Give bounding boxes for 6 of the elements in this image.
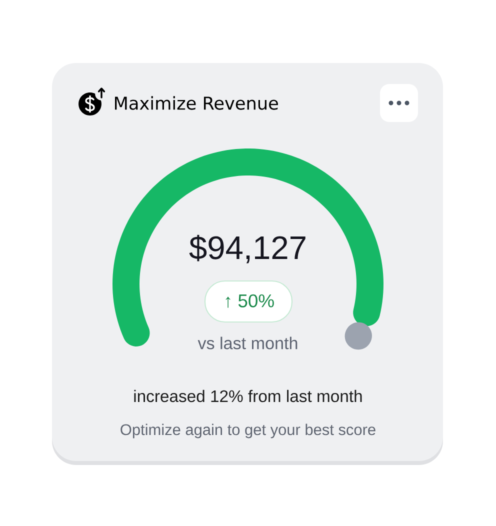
text: vs last month [198,336,298,350]
text: increased 12% from last month [134,390,362,402]
chart-title: Maximize Revenue [115,96,278,110]
text: ↑ 50% [226,294,274,308]
text: $94,127 [189,234,306,264]
text: Optimize again to get your best score [120,424,376,438]
